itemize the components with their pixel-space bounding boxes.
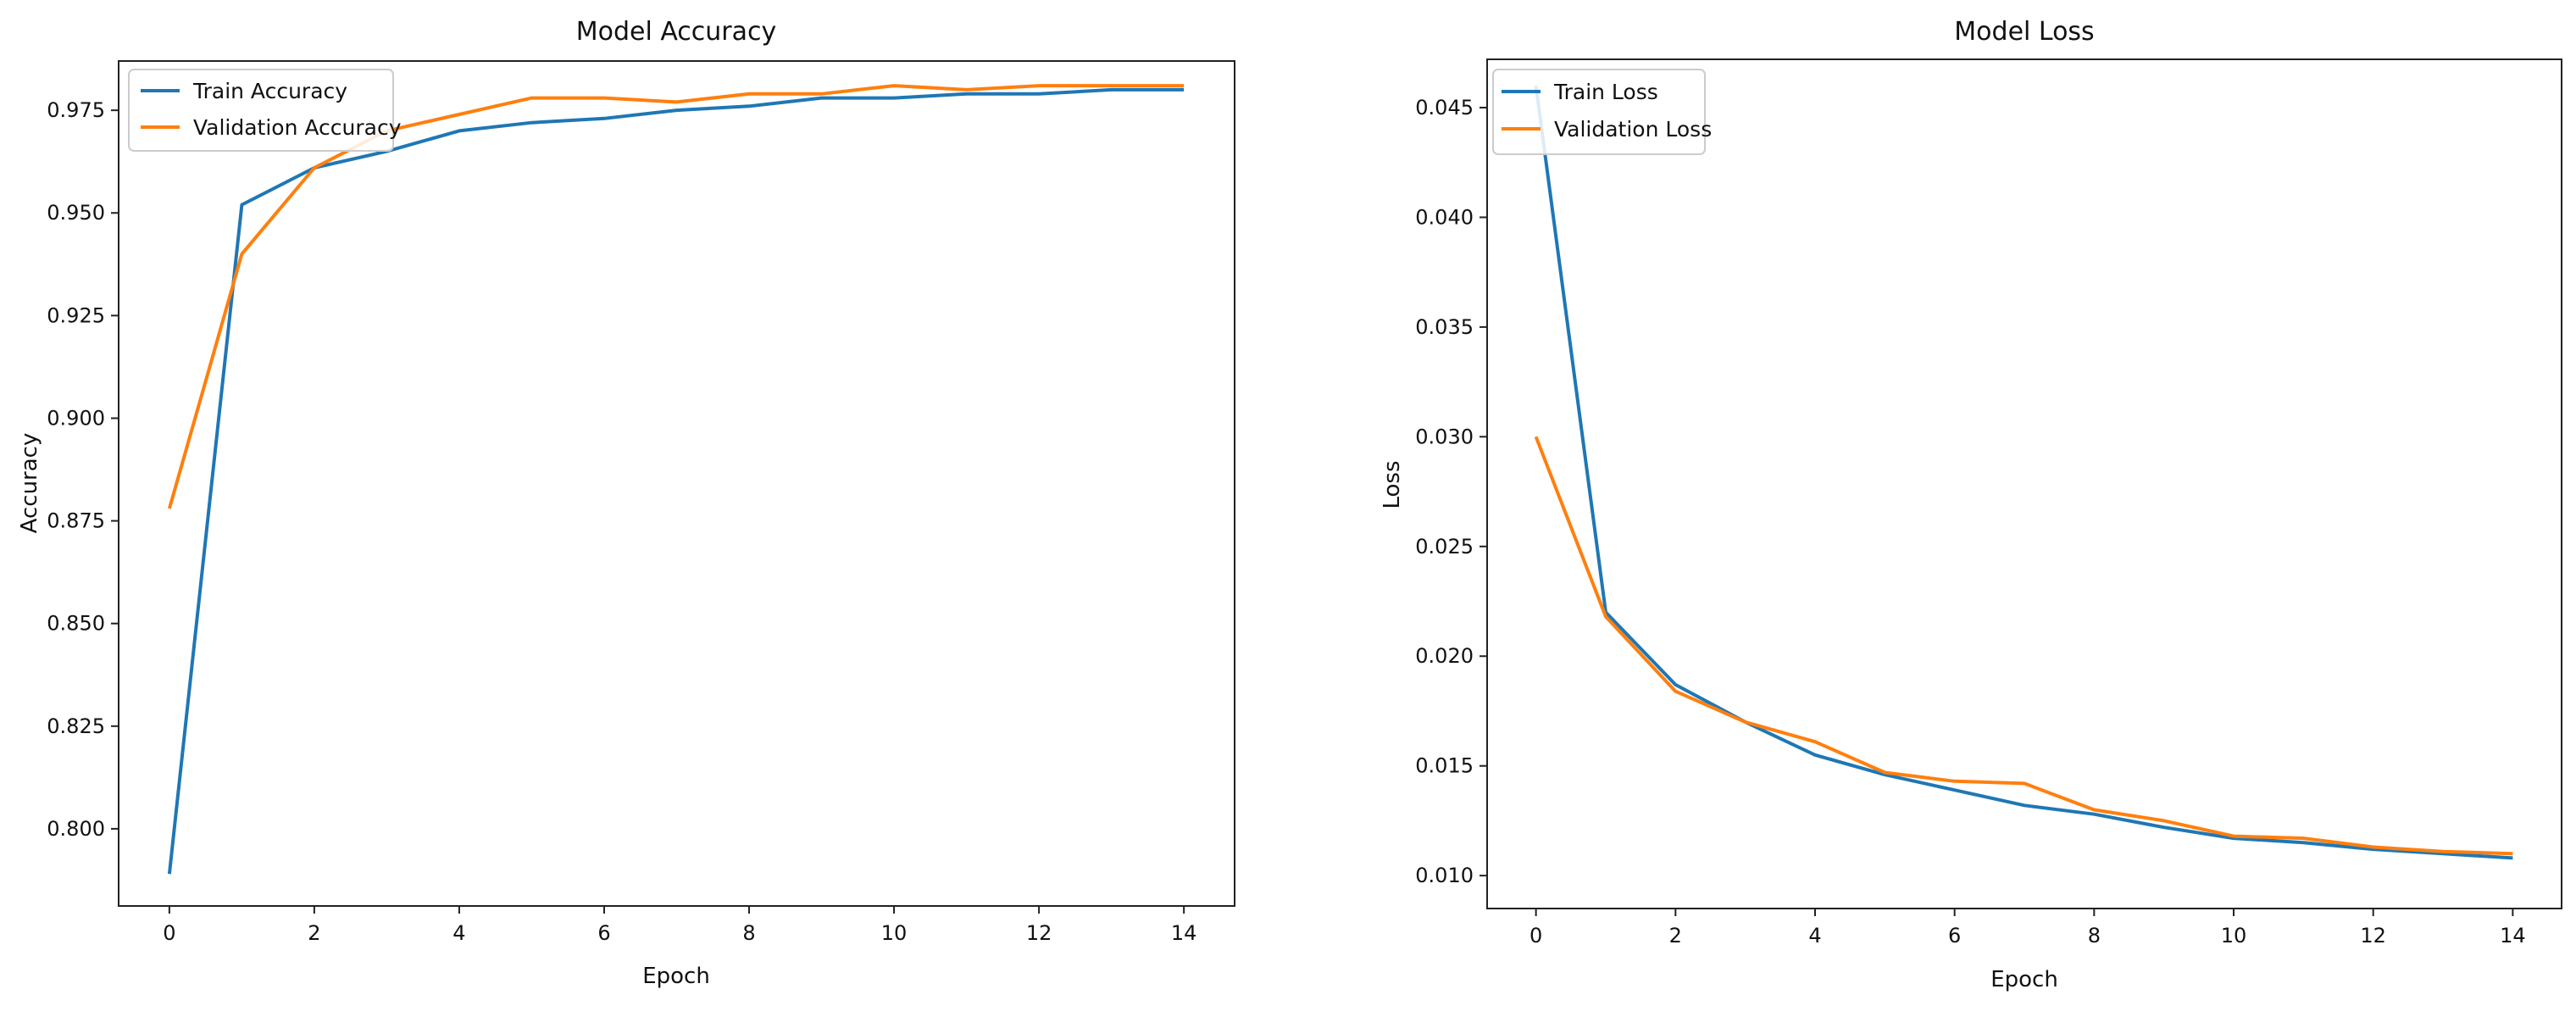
y-tick-label: 0.045: [1415, 96, 1474, 119]
y-tick-label: 0.040: [1415, 205, 1474, 229]
accuracy-legend-box: [128, 69, 394, 152]
y-tick-label: 0.900: [47, 406, 105, 430]
y-tick-label: 0.025: [1415, 535, 1474, 559]
series-line-train-accuracy: [167, 87, 1185, 875]
loss-legend: Train Loss Validation Loss: [1492, 69, 1712, 155]
x-tick-label: 2: [308, 921, 320, 945]
series-line-validation-loss: [1534, 436, 2513, 856]
accuracy-chart: Model Accuracy Epoch Accuracy 0 2 4 6 8 10 12 1…: [17, 17, 1235, 989]
loss-series-lines: [1534, 85, 2513, 860]
accuracy-x-axis-label: Epoch: [642, 964, 710, 989]
x-tick-label: 14: [1171, 921, 1197, 945]
y-tick-label: 0.015: [1415, 754, 1474, 778]
y-tick-label: 0.020: [1415, 644, 1474, 668]
y-tick-label: 0.950: [47, 201, 105, 225]
y-tick-label: 0.800: [47, 817, 105, 841]
y-tick-label: 0.975: [47, 98, 105, 122]
x-tick-label: 6: [597, 921, 610, 945]
loss-x-axis-label: Epoch: [1990, 967, 2058, 992]
x-tick-label: 10: [881, 921, 908, 945]
legend-label-validation-loss: Validation Loss: [1554, 117, 1712, 142]
loss-plot-frame: [1486, 58, 2562, 909]
loss-y-axis-label: Loss: [1380, 460, 1405, 508]
x-tick-label: 2: [1669, 924, 1682, 948]
x-tick-label: 0: [1530, 924, 1542, 948]
x-tick-label: 14: [2500, 924, 2526, 948]
y-tick-label: 0.850: [47, 612, 105, 636]
accuracy-axis-ticks: 0 2 4 6 8 10 12 14 0.800 0.825 0.850 0.875 0.900 0.92…: [47, 98, 1196, 945]
y-tick-label: 0.035: [1415, 315, 1474, 339]
series-line-train-loss: [1534, 85, 2513, 860]
x-tick-label: 10: [2221, 924, 2247, 948]
loss-chart: Model Loss Epoch Loss 0 2 4 6 8 10 12 14 0.010 0.…: [1380, 17, 2562, 992]
accuracy-legend: Train Accuracy Validation Accuracy: [128, 69, 402, 152]
x-tick-label: 4: [452, 921, 465, 945]
legend-label-train-accuracy: Train Accuracy: [192, 79, 347, 103]
y-tick-label: 0.875: [47, 509, 105, 533]
x-tick-label: 6: [1948, 924, 1961, 948]
loss-axis-ticks: 0 2 4 6 8 10 12 14 0.010 0.015 0.020 0.025 0.030 0.03…: [1415, 96, 2525, 948]
y-tick-label: 0.925: [47, 303, 105, 327]
x-tick-label: 0: [163, 921, 175, 945]
accuracy-series-lines: [167, 84, 1185, 875]
x-tick-label: 12: [2360, 924, 2386, 948]
accuracy-chart-title: Model Accuracy: [576, 17, 777, 47]
accuracy-y-axis-label: Accuracy: [17, 433, 42, 534]
loss-legend-box: [1492, 69, 1706, 155]
x-tick-label: 8: [2088, 924, 2101, 948]
loss-chart-title: Model Loss: [1954, 17, 2094, 47]
legend-label-train-loss: Train Loss: [1553, 80, 1658, 104]
series-line-validation-accuracy: [167, 84, 1185, 509]
x-tick-label: 4: [1808, 924, 1821, 948]
x-tick-label: 12: [1026, 921, 1052, 945]
x-tick-label: 8: [742, 921, 755, 945]
y-tick-label: 0.825: [47, 714, 105, 738]
accuracy-plot-frame: [118, 60, 1235, 907]
y-tick-label: 0.010: [1415, 864, 1474, 887]
y-tick-label: 0.030: [1415, 425, 1474, 448]
legend-label-validation-accuracy: Validation Accuracy: [193, 115, 402, 140]
